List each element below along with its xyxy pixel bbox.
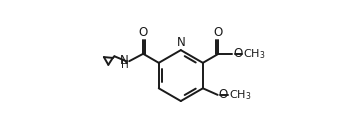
Text: O: O	[139, 26, 148, 39]
Text: CH$_3$: CH$_3$	[243, 47, 265, 61]
Text: O: O	[233, 47, 242, 60]
Text: O: O	[218, 88, 228, 101]
Text: O: O	[214, 26, 223, 39]
Text: N: N	[176, 36, 185, 49]
Text: CH$_3$: CH$_3$	[229, 88, 251, 102]
Text: N: N	[120, 54, 129, 67]
Text: H: H	[121, 60, 129, 70]
